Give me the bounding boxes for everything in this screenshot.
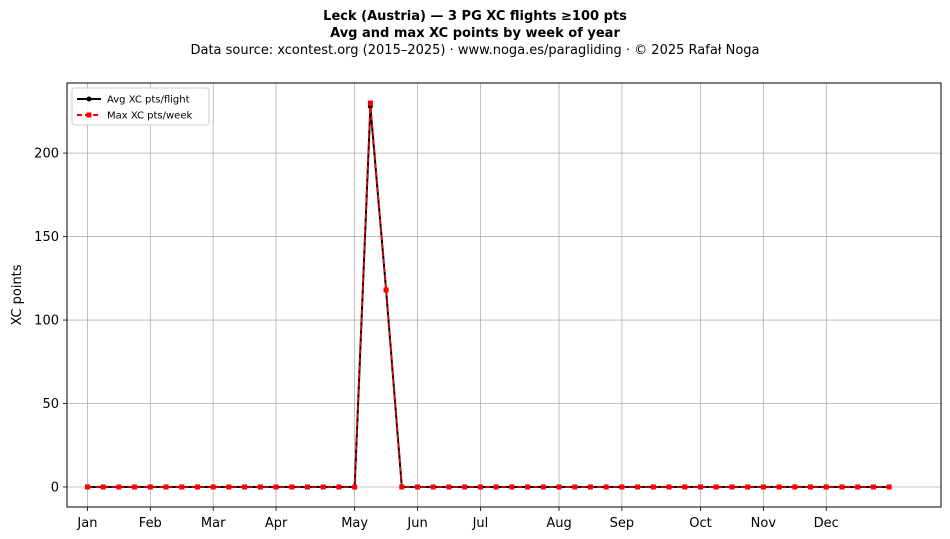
max-point	[210, 484, 216, 490]
x-tick-label: Dec	[814, 516, 839, 531]
max-point	[493, 484, 499, 490]
x-tick-label: May	[341, 516, 368, 531]
max-point	[399, 484, 405, 490]
axis-ticks: Jan Feb Mar Apr May Jun Jul Aug Sep Oct Nov Dec 0 50 1…	[34, 147, 839, 531]
grid-lines	[67, 83, 941, 507]
legend-marker	[86, 96, 92, 102]
max-point	[855, 484, 861, 490]
series-line-avg	[87, 105, 890, 488]
max-point	[760, 484, 766, 490]
max-point	[713, 484, 719, 490]
max-point	[320, 484, 326, 490]
legend: Avg XC pts/flight Max XC pts/week	[71, 87, 210, 126]
max-point	[808, 484, 814, 490]
legend-label: Avg XC pts/flight	[107, 95, 190, 106]
max-point	[540, 484, 546, 490]
max-point	[352, 484, 358, 490]
max-point	[619, 484, 625, 490]
legend-marker	[86, 112, 92, 118]
x-tick-label: Jun	[406, 516, 427, 531]
max-point	[525, 484, 531, 490]
max-point	[430, 484, 436, 490]
y-tick-label: 150	[34, 230, 59, 245]
max-point	[682, 484, 688, 490]
max-point	[666, 484, 672, 490]
max-point	[289, 484, 295, 490]
max-point	[462, 484, 468, 490]
chart-subtitle: Avg and max XC points by week of year	[330, 26, 620, 41]
x-tick-label: Apr	[265, 516, 288, 531]
chart-titles: Leck (Austria) — 3 PG XC flights ≥100 pt…	[0, 8, 950, 60]
y-tick-label: 50	[42, 397, 59, 412]
max-point	[226, 484, 232, 490]
y-tick-label: 200	[34, 147, 59, 162]
max-point	[697, 484, 703, 490]
legend-label: Max XC pts/week	[107, 111, 192, 122]
max-point	[635, 484, 641, 490]
x-tick-label: Nov	[751, 516, 777, 531]
series-layer	[84, 100, 892, 490]
x-tick-label: Jan	[76, 516, 97, 531]
max-point	[132, 484, 138, 490]
max-point	[100, 484, 106, 490]
chart-title: Leck (Austria) — 3 PG XC flights ≥100 pt…	[323, 9, 627, 24]
max-point	[336, 484, 342, 490]
max-point	[745, 484, 751, 490]
max-point	[446, 484, 452, 490]
series-line-max	[87, 102, 890, 488]
max-point	[147, 484, 153, 490]
max-point	[572, 484, 578, 490]
max-point	[776, 484, 782, 490]
max-point	[839, 484, 845, 490]
max-point	[650, 484, 656, 490]
max-point	[729, 484, 735, 490]
max-point	[194, 484, 200, 490]
max-point	[870, 484, 876, 490]
max-point	[242, 484, 248, 490]
max-point	[257, 484, 263, 490]
max-point	[603, 484, 609, 490]
max-point	[415, 484, 421, 490]
x-tick-label: Mar	[201, 516, 226, 531]
max-point	[273, 484, 279, 490]
max-point	[509, 484, 515, 490]
plot-area-frame	[66, 82, 942, 508]
chart-source-note: Data source: xcontest.org (2015–2025) · …	[190, 43, 760, 58]
legend-box	[71, 87, 210, 126]
max-point	[116, 484, 122, 490]
y-tick-label: 0	[51, 480, 59, 495]
max-point	[367, 100, 373, 106]
y-axis-title: XC points	[10, 264, 25, 325]
max-point	[587, 484, 593, 490]
max-point	[477, 484, 483, 490]
x-tick-label: Jul	[472, 516, 489, 531]
max-point	[556, 484, 562, 490]
max-point	[886, 484, 892, 490]
max-point	[823, 484, 829, 490]
max-point	[305, 484, 311, 490]
max-point	[792, 484, 798, 490]
max-point	[383, 287, 389, 293]
max-point	[163, 484, 169, 490]
x-tick-label: Oct	[689, 516, 711, 531]
y-tick-label: 100	[34, 314, 59, 329]
max-point	[179, 484, 185, 490]
x-tick-label: Sep	[610, 516, 635, 531]
x-tick-label: Aug	[546, 516, 571, 531]
max-point	[84, 484, 90, 490]
x-tick-label: Feb	[139, 516, 162, 531]
